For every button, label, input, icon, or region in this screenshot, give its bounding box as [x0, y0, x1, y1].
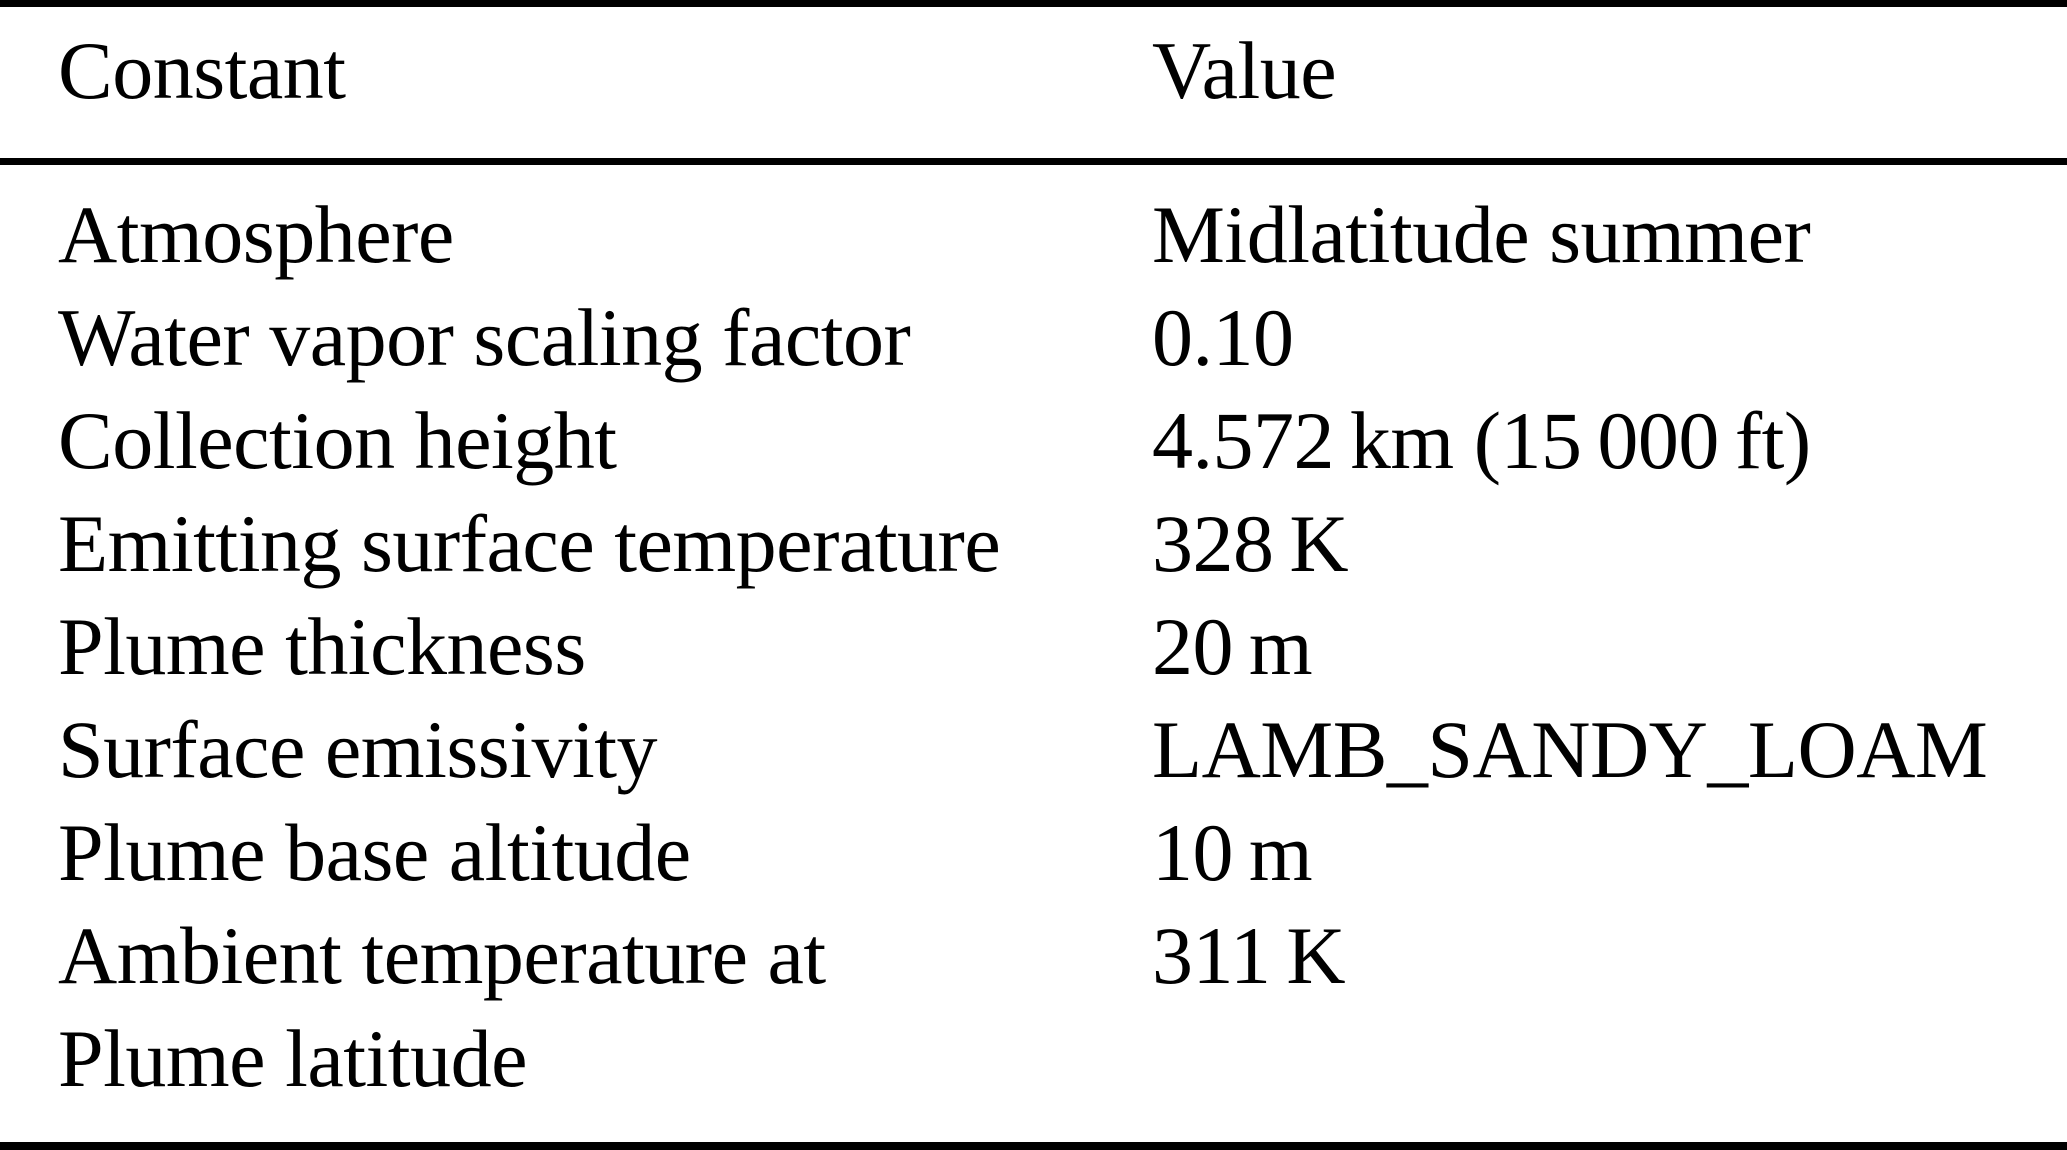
cell-value: 311 K: [1152, 910, 1346, 1001]
table-row: Emitting surface temperature 328 K: [0, 492, 2067, 595]
cell-constant: Collection height: [58, 395, 617, 486]
cell-value: 20 m: [1152, 601, 1313, 692]
cell-value: [1150, 1007, 2067, 1110]
cell-constant: Plume thickness: [58, 601, 586, 692]
cell-value: 10 m: [1152, 807, 1313, 898]
cell-constant: Surface emissivity: [58, 704, 658, 795]
table-row: Plume latitude: [0, 1007, 2067, 1110]
table-header-rule: [0, 158, 2067, 165]
table-row: Collection height 4.572 km (15 000 ft): [0, 389, 2067, 492]
cell-constant: Plume base altitude: [58, 807, 691, 898]
cell-constant: Water vapor scaling factor: [58, 292, 911, 383]
table-row: Plume thickness 20 m: [0, 595, 2067, 698]
cell-value: LAMB_SANDY_LOAM: [1152, 704, 1988, 795]
table-header-row: Constant Value: [0, 7, 2067, 112]
cell-value: 4.572 km (15 000 ft): [1152, 395, 1811, 486]
table-top-rule: [0, 0, 2067, 7]
cell-constant: Plume latitude: [58, 1013, 527, 1104]
cell-value: 0.10: [1152, 292, 1294, 383]
column-header-constant: Constant: [58, 25, 346, 116]
cell-value: 328 K: [1152, 498, 1349, 589]
table-row: Water vapor scaling factor 0.10: [0, 286, 2067, 389]
cell-value: Midlatitude summer: [1152, 189, 1811, 280]
table-row: Surface emissivity LAMB_SANDY_LOAM: [0, 698, 2067, 801]
column-header-value: Value: [1152, 25, 1337, 116]
table-body: Atmosphere Midlatitude summer Water vapo…: [0, 165, 2067, 1110]
table-bottom-rule: [0, 1142, 2067, 1150]
cell-constant: Emitting surface temperature: [58, 498, 1001, 589]
table-row: Plume base altitude 10 m: [0, 801, 2067, 904]
cell-constant: Atmosphere: [58, 189, 454, 280]
cell-constant: Ambient temperature at: [58, 910, 826, 1001]
table-row: Atmosphere Midlatitude summer: [0, 183, 2067, 286]
table-row: Ambient temperature at 311 K: [0, 904, 2067, 1007]
